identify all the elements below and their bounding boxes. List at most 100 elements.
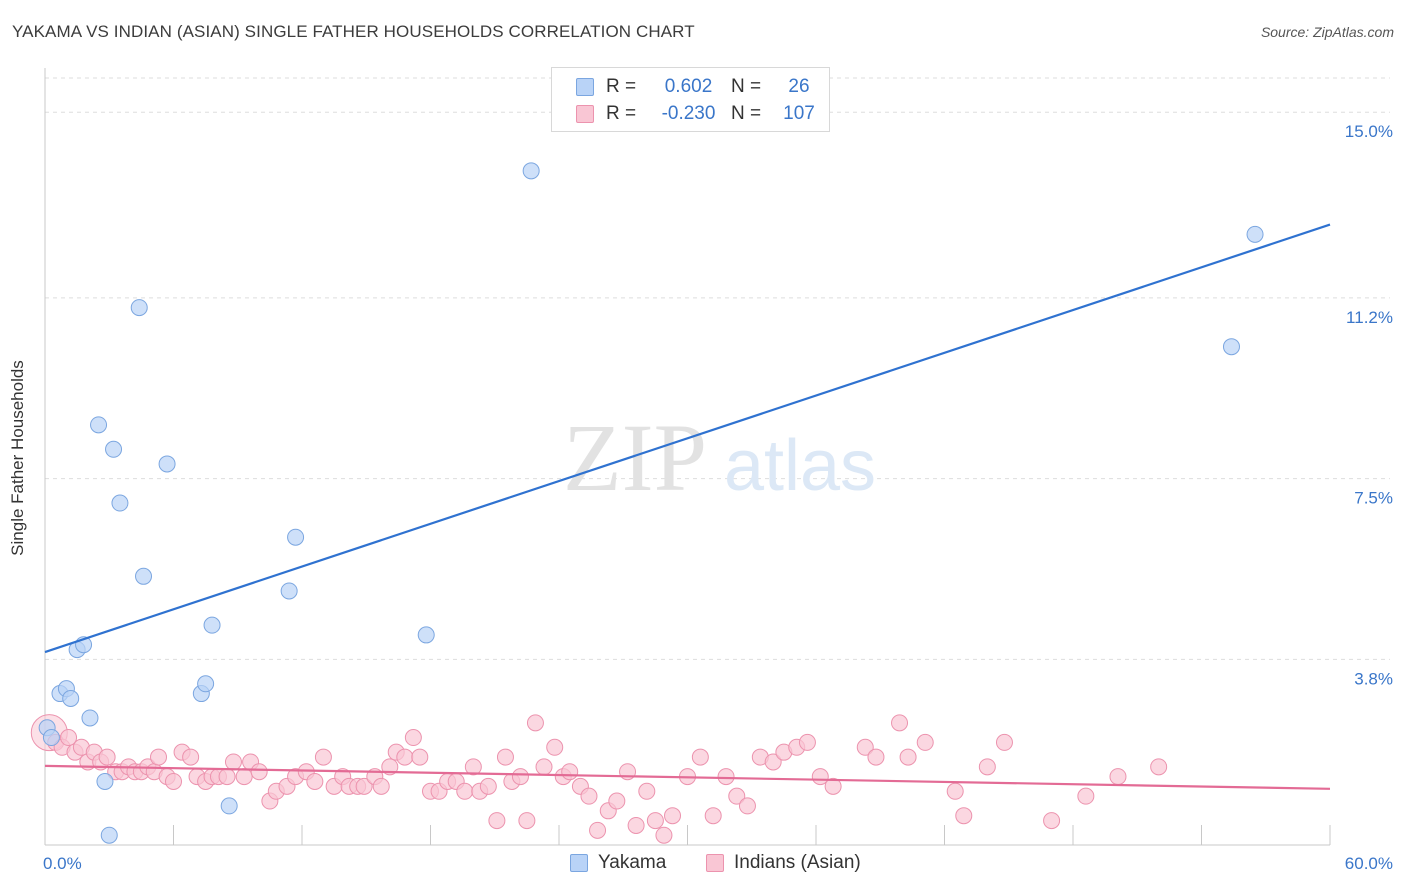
indians-asian-point [355, 777, 373, 795]
indians-asian-trend-line [44, 764, 1331, 790]
yakama-point [203, 616, 221, 634]
indians-asian-point [655, 826, 673, 844]
x-tick-label: 0.0% [43, 854, 82, 873]
series-legend: Yakama Indians (Asian) [0, 852, 1406, 878]
indians-asian-point [664, 807, 682, 825]
yakama-point [81, 709, 99, 727]
indians-asian-point [372, 777, 390, 795]
indians-asian-point [856, 738, 874, 756]
legend-row-indians-asian: R = -0.230 N = 107 [576, 101, 819, 127]
watermark-zip: ZIP [563, 404, 707, 511]
indians-asian-point [916, 733, 934, 751]
indians-asian-point [98, 748, 116, 766]
series-indians-asian-points [30, 714, 1168, 844]
indians-asian-point [479, 777, 497, 795]
y-axis-label: Single Father Households [8, 360, 27, 556]
yakama-point [1222, 338, 1240, 356]
legend-label-indians-asian: Indians (Asian) [734, 852, 861, 873]
indians-asian-point [867, 748, 885, 766]
indians-asian-point [546, 738, 564, 756]
indians-asian-point [511, 768, 529, 786]
indians-asian-point [738, 797, 756, 815]
indians-asian-point [946, 782, 964, 800]
indians-asian-point [488, 812, 506, 830]
indians-asian-point [995, 733, 1013, 751]
yakama-point [280, 582, 298, 600]
indians-asian-point [250, 763, 268, 781]
indians-asian-point [1150, 758, 1168, 776]
source-label: Source: ZipAtlas.com [1260, 24, 1394, 40]
indians-asian-point [396, 748, 414, 766]
yakama-point [96, 772, 114, 790]
chart-title: YAKAMA VS INDIAN (ASIAN) SINGLE FATHER H… [12, 22, 695, 41]
yakama-point [135, 567, 153, 585]
yakama-point [197, 675, 215, 693]
legend-swatch-yakama [576, 78, 594, 96]
yakama-point [62, 689, 80, 707]
indians-asian-point [150, 748, 168, 766]
indians-asian-point [955, 807, 973, 825]
legend-swatch-yakama [570, 854, 588, 872]
indians-asian-point [717, 768, 735, 786]
legend-item-yakama: Yakama [570, 852, 666, 874]
indians-asian-point [589, 821, 607, 839]
indians-asian-point [728, 787, 746, 805]
n-label: N = [731, 76, 762, 97]
indians-asian-point [381, 758, 399, 776]
indians-asian-point [224, 753, 242, 771]
indians-asian-point [218, 768, 236, 786]
indians-asian-point [638, 782, 656, 800]
indians-asian-point [464, 758, 482, 776]
indians-asian-point [182, 748, 200, 766]
yakama-point [417, 626, 435, 644]
indians-asian-point [411, 748, 429, 766]
yakama-point [90, 416, 108, 434]
legend-row-yakama: R = 0.602 N = 26 [576, 74, 819, 100]
r-value: -0.230 [661, 103, 716, 124]
indians-asian-point [518, 812, 536, 830]
indians-asian-point [824, 777, 842, 795]
indians-asian-point [314, 748, 332, 766]
indians-asian-point [646, 812, 664, 830]
yakama-point [42, 729, 60, 747]
watermark-atlas: atlas [724, 426, 876, 506]
r-value: 0.602 [664, 76, 713, 97]
x-tick-label: 60.0% [1345, 854, 1393, 873]
yakama-trend-line [44, 223, 1331, 654]
y-tick-label: 15.0% [1345, 122, 1393, 141]
indians-asian-point [764, 753, 782, 771]
yakama-point [158, 455, 176, 473]
legend-swatch-indians-asian [576, 105, 594, 123]
indians-asian-point [535, 758, 553, 776]
grid-lines [45, 77, 1390, 660]
n-value: 26 [788, 76, 810, 97]
series-yakama-points [38, 162, 1264, 844]
indians-asian-point [165, 772, 182, 790]
indians-asian-point [456, 782, 474, 800]
yakama-point [111, 494, 129, 512]
indians-asian-point [1043, 812, 1061, 830]
indians-asian-point [235, 768, 253, 786]
yakama-point [130, 299, 148, 317]
indians-asian-point [1077, 787, 1095, 805]
indians-asian-point [899, 748, 917, 766]
indians-asian-point [60, 729, 78, 747]
indians-asian-point [608, 792, 626, 810]
indians-asian-point [306, 772, 324, 790]
legend-swatch-indians-asian [706, 854, 724, 872]
y-tick-label: 11.2% [1346, 308, 1393, 327]
legend-label-yakama: Yakama [598, 852, 667, 873]
yakama-point [287, 528, 305, 546]
indians-asian-point [580, 787, 598, 805]
trend-lines [44, 223, 1331, 790]
stats-legend: R = 0.602 N = 26 R = -0.230 N = 107 [551, 67, 830, 132]
yakama-point [1246, 225, 1264, 243]
yakama-point [220, 797, 238, 815]
legend-item-indians-asian: Indians (Asian) [706, 852, 861, 874]
watermark: ZIP atlas [563, 404, 876, 511]
yakama-point [522, 162, 540, 180]
indians-asian-point [627, 816, 645, 834]
indians-asian-point [704, 807, 722, 825]
indians-asian-point [526, 714, 544, 732]
n-value: 107 [783, 103, 815, 124]
